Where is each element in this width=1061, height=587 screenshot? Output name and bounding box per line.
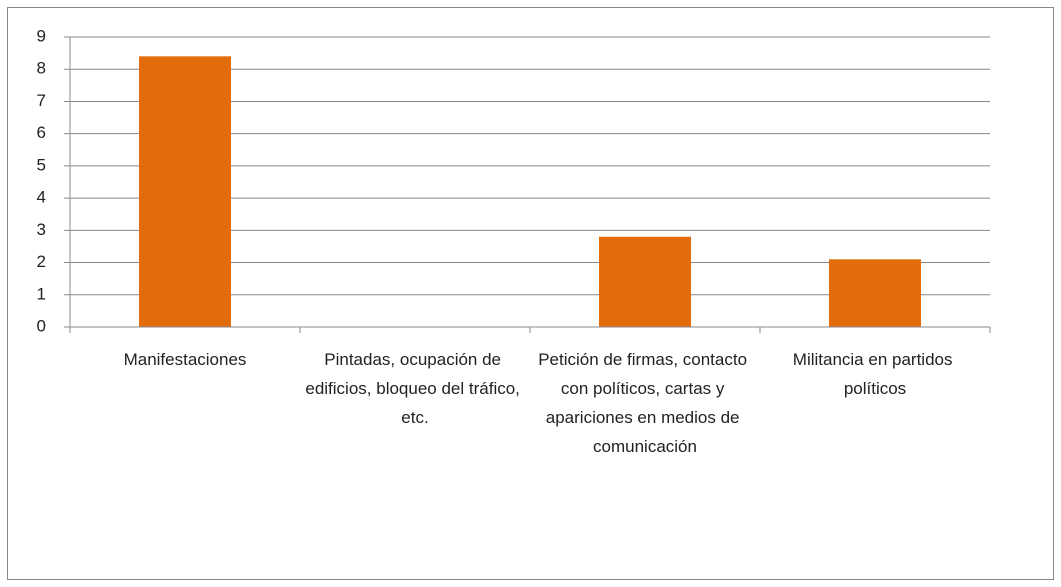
x-tick-label: Pintadas, ocupación de edificios, bloque… <box>305 350 524 427</box>
y-tick-label: 5 <box>37 155 46 174</box>
x-tick-label: Petición de firmas, contacto con polític… <box>538 350 752 456</box>
y-tick-label: 7 <box>37 91 46 110</box>
y-tick-label: 0 <box>37 316 46 335</box>
y-tick-label: 3 <box>37 220 46 239</box>
x-tick-label: Manifestaciones <box>124 350 247 369</box>
bar <box>599 236 691 327</box>
y-tick-label: 4 <box>37 188 46 207</box>
y-tick-label: 6 <box>37 123 46 142</box>
y-tick-label: 1 <box>37 284 46 303</box>
bar <box>829 259 921 327</box>
y-tick-label: 9 <box>37 26 46 45</box>
y-tick-label: 2 <box>37 252 46 271</box>
x-tick-label: Militancia en partidos políticos <box>793 350 957 398</box>
bar <box>139 56 231 327</box>
y-tick-label: 8 <box>37 59 46 78</box>
